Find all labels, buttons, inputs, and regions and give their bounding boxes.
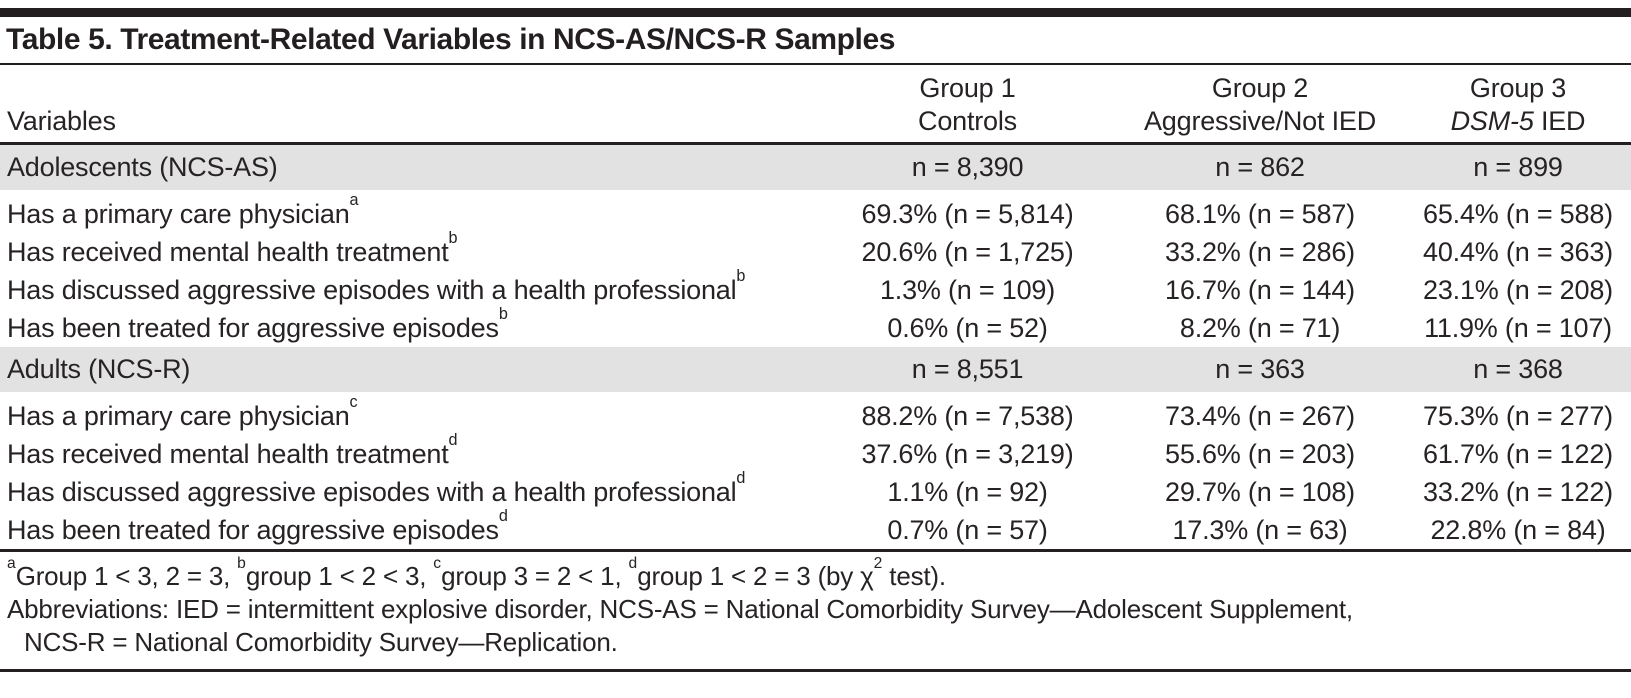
row-label: Has received mental health treatmentd bbox=[7, 431, 458, 469]
value-cell: 17.3% (n = 63) bbox=[1172, 514, 1348, 545]
footnote-stats: aGroup 1 < 3, 2 = 3, bgroup 1 < 2 < 3, c… bbox=[7, 555, 946, 591]
footnote-marker: d bbox=[448, 431, 458, 450]
footnote-marker: b bbox=[448, 229, 458, 248]
column-header-group2: Group 2 Aggressive/Not IED bbox=[1115, 72, 1405, 138]
value-cell: 11.9% (n = 107) bbox=[1424, 312, 1612, 343]
value-cell: 65.4% (n = 588) bbox=[1423, 198, 1613, 229]
value-cell: 29.7% (n = 108) bbox=[1165, 476, 1355, 507]
sample-size-cell: n = 363 bbox=[1215, 354, 1305, 384]
value-cell: 73.4% (n = 267) bbox=[1165, 400, 1355, 431]
footnote-marker: d bbox=[736, 469, 746, 488]
sample-size-cell: n = 8,390 bbox=[911, 152, 1024, 182]
footnote-abbreviations: Abbreviations: IED = intermittent explos… bbox=[7, 594, 1353, 624]
column-header-group1: Group 1 Controls bbox=[820, 72, 1115, 138]
table-row: Has been treated for aggressive episodes… bbox=[0, 507, 1631, 549]
table-row: Has received mental health treatmentd 37… bbox=[0, 431, 1631, 473]
footnote-marker: a bbox=[349, 191, 359, 210]
row-label: Has discussed aggressive episodes with a… bbox=[7, 267, 746, 305]
column-header-variables: Variables bbox=[7, 106, 116, 136]
section-header-adolescents: Adolescents (NCS-AS) n = 8,390 n = 862 n… bbox=[0, 145, 1631, 190]
value-cell: 0.6% (n = 52) bbox=[887, 312, 1048, 343]
group1-title: Group 1 bbox=[919, 73, 1016, 103]
table-row: Has a primary care physicianc 88.2% (n =… bbox=[0, 393, 1631, 435]
value-cell: 23.1% (n = 208) bbox=[1423, 274, 1613, 305]
row-label: Has discussed aggressive episodes with a… bbox=[7, 469, 746, 507]
value-cell: 68.1% (n = 587) bbox=[1165, 198, 1355, 229]
section-label: Adolescents (NCS-AS) bbox=[7, 152, 278, 182]
bottom-rule bbox=[0, 669, 1631, 672]
value-cell: 61.7% (n = 122) bbox=[1423, 438, 1613, 469]
footnote-key-a: a bbox=[7, 555, 16, 573]
section-label: Adults (NCS-R) bbox=[7, 354, 191, 384]
section-rows-adolescents: Has a primary care physiciana 69.3% (n =… bbox=[0, 190, 1631, 347]
value-cell: 1.3% (n = 109) bbox=[879, 274, 1056, 305]
footnote-rule bbox=[0, 549, 1631, 552]
group3-subtitle: DSM-5 IED bbox=[1405, 105, 1631, 138]
title-rule bbox=[0, 63, 1631, 65]
value-cell: 22.8% (n = 84) bbox=[1430, 514, 1606, 545]
group2-title: Group 2 bbox=[1211, 73, 1309, 103]
journal-table-page: Table 5. Treatment-Related Variables in … bbox=[0, 8, 1631, 672]
section-rows-adults: Has a primary care physicianc 88.2% (n =… bbox=[0, 392, 1631, 549]
value-cell: 75.3% (n = 277) bbox=[1423, 400, 1613, 431]
group3-subtitle-suffix: IED bbox=[1533, 106, 1586, 136]
table-header-row: Variables Group 1 Controls Group 2 Aggre… bbox=[0, 65, 1631, 142]
footnote-marker: b bbox=[498, 305, 508, 324]
footnote-key-b: b bbox=[237, 555, 246, 573]
footnote-marker: c bbox=[349, 393, 358, 412]
value-cell: 1.1% (n = 92) bbox=[887, 476, 1048, 507]
column-header-group3: Group 3 DSM-5 IED bbox=[1405, 72, 1631, 138]
table-row: Has been treated for aggressive episodes… bbox=[0, 305, 1631, 347]
footnote-abbreviations-continued: NCS-R = National Comorbidity Survey—Repl… bbox=[24, 627, 618, 657]
table-title: Table 5. Treatment-Related Variables in … bbox=[6, 23, 896, 56]
top-rule-thick bbox=[0, 8, 1631, 17]
value-cell: 16.7% (n = 144) bbox=[1165, 274, 1355, 305]
chi-squared-exponent: 2 bbox=[873, 555, 883, 573]
footnote-marker: d bbox=[498, 507, 508, 526]
value-cell: 8.2% (n = 71) bbox=[1179, 312, 1341, 343]
footnote-key-d: d bbox=[628, 555, 638, 573]
row-label: Has a primary care physiciana bbox=[7, 191, 359, 229]
footnote-key-c: c bbox=[433, 555, 442, 573]
table-row: Has received mental health treatmentb 20… bbox=[0, 229, 1631, 271]
row-label: Has been treated for aggressive episodes… bbox=[7, 507, 508, 545]
value-cell: 69.3% (n = 5,814) bbox=[861, 198, 1074, 229]
row-label: Has received mental health treatmentb bbox=[7, 229, 458, 267]
row-label: Has been treated for aggressive episodes… bbox=[7, 305, 508, 343]
value-cell: 88.2% (n = 7,538) bbox=[861, 400, 1074, 431]
dsm5-italic-label: DSM-5 bbox=[1450, 106, 1534, 136]
row-label: Has a primary care physicianc bbox=[7, 393, 358, 431]
value-cell: 33.2% (n = 122) bbox=[1423, 476, 1613, 507]
value-cell: 20.6% (n = 1,725) bbox=[861, 236, 1074, 267]
value-cell: 33.2% (n = 286) bbox=[1165, 236, 1355, 267]
table-row: Has discussed aggressive episodes with a… bbox=[0, 469, 1631, 511]
header-rule bbox=[0, 142, 1631, 145]
sample-size-cell: n = 862 bbox=[1215, 152, 1305, 182]
section-header-adults: Adults (NCS-R) n = 8,551 n = 363 n = 368 bbox=[0, 347, 1631, 392]
group2-subtitle: Aggressive/Not IED bbox=[1144, 106, 1376, 136]
value-cell: 0.7% (n = 57) bbox=[887, 514, 1048, 545]
value-cell: 37.6% (n = 3,219) bbox=[861, 438, 1074, 469]
sample-size-cell: n = 8,551 bbox=[911, 354, 1024, 384]
sample-size-cell: n = 899 bbox=[1473, 152, 1563, 182]
value-cell: 40.4% (n = 363) bbox=[1423, 236, 1613, 267]
group1-subtitle: Controls bbox=[918, 106, 1017, 136]
footnotes: aGroup 1 < 3, 2 = 3, bgroup 1 < 2 < 3, c… bbox=[0, 552, 1631, 659]
footnote-marker: b bbox=[736, 267, 746, 286]
table-row: Has discussed aggressive episodes with a… bbox=[0, 267, 1631, 309]
value-cell: 55.6% (n = 203) bbox=[1165, 438, 1355, 469]
group3-title: Group 3 bbox=[1469, 73, 1567, 103]
sample-size-cell: n = 368 bbox=[1473, 354, 1563, 384]
table-row: Has a primary care physiciana 69.3% (n =… bbox=[0, 191, 1631, 233]
